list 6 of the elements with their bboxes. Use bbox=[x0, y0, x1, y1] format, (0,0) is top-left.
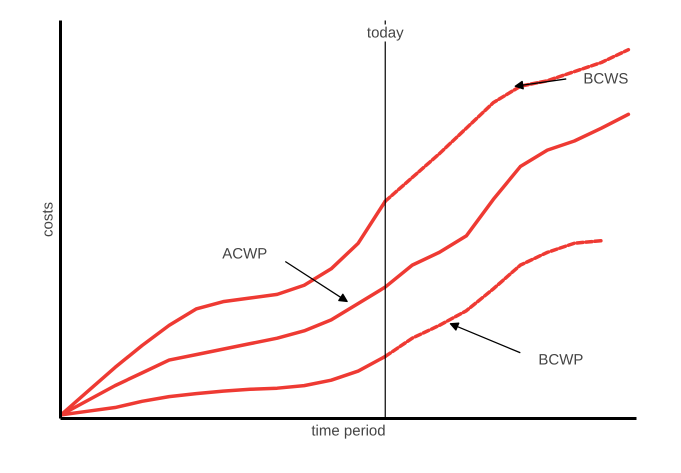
annotation: ACWP bbox=[222, 246, 268, 263]
y-axis-title: costs bbox=[40, 202, 56, 238]
text: today bbox=[366, 24, 404, 42]
x-axis-title: time period bbox=[311, 422, 386, 440]
annotation: BCWP bbox=[538, 352, 584, 369]
annotation: BCWS bbox=[583, 70, 628, 88]
